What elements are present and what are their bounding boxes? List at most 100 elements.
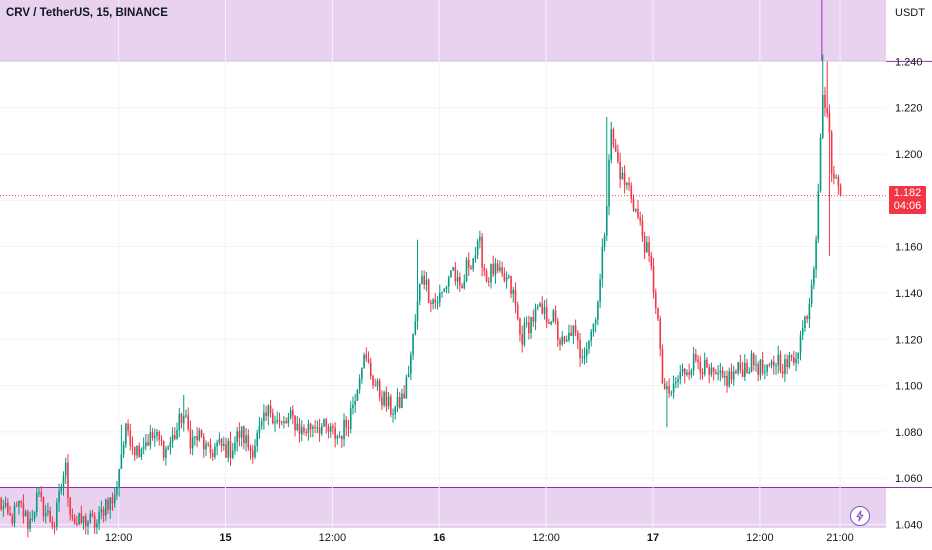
candle-body[interactable] — [534, 307, 537, 322]
candle-body[interactable] — [372, 376, 374, 386]
candle-body[interactable] — [390, 396, 392, 415]
candle-body[interactable] — [294, 415, 296, 430]
candle-body[interactable] — [298, 423, 301, 435]
candle-body[interactable] — [837, 177, 840, 186]
candle-body[interactable] — [772, 361, 775, 366]
candle-body[interactable] — [325, 419, 328, 427]
candle-body[interactable] — [508, 276, 510, 278]
candle-body[interactable] — [191, 437, 194, 449]
candle-body[interactable] — [679, 371, 682, 379]
candle-body[interactable] — [194, 436, 196, 438]
candle-body[interactable] — [91, 513, 94, 516]
candle-body[interactable] — [677, 378, 679, 382]
candle-body[interactable] — [64, 462, 67, 476]
candle-body[interactable] — [40, 492, 43, 497]
candle-body[interactable] — [485, 270, 488, 282]
candle-body[interactable] — [349, 408, 352, 429]
candle-body[interactable] — [243, 426, 245, 444]
candle-body[interactable] — [254, 445, 256, 458]
candle-body[interactable] — [20, 500, 22, 503]
candle-body[interactable] — [378, 380, 381, 397]
candle-body[interactable] — [528, 322, 530, 334]
candle-body[interactable] — [38, 492, 40, 494]
candle-body[interactable] — [574, 325, 577, 333]
candle-body[interactable] — [454, 267, 457, 282]
candle-body[interactable] — [305, 432, 308, 434]
candle-body[interactable] — [207, 443, 210, 445]
candle-body[interactable] — [218, 439, 221, 443]
candle-body[interactable] — [761, 359, 764, 373]
candle-body[interactable] — [249, 447, 252, 451]
candle-body[interactable] — [712, 367, 715, 373]
candle-body[interactable] — [67, 462, 69, 499]
candle-body[interactable] — [510, 276, 512, 294]
candle-body[interactable] — [180, 413, 183, 424]
candle-body[interactable] — [31, 518, 34, 520]
candle-body[interactable] — [759, 359, 762, 376]
candle-body[interactable] — [381, 396, 383, 406]
candle-body[interactable] — [505, 277, 508, 281]
candle-body[interactable] — [316, 427, 319, 429]
candle-body[interactable] — [111, 497, 114, 504]
candle-body[interactable] — [550, 321, 552, 324]
candle-body[interactable] — [358, 378, 361, 390]
candle-body[interactable] — [142, 446, 145, 449]
candle-body[interactable] — [788, 355, 791, 368]
candle-body[interactable] — [394, 407, 397, 414]
candle-body[interactable] — [752, 353, 755, 366]
candle-body[interactable] — [229, 440, 232, 458]
candle-body[interactable] — [443, 289, 446, 292]
candle-body[interactable] — [138, 445, 141, 457]
candle-body[interactable] — [341, 435, 343, 440]
candle-body[interactable] — [717, 372, 719, 375]
candle-body[interactable] — [819, 137, 822, 192]
candle-body[interactable] — [332, 426, 334, 428]
candle-body[interactable] — [768, 364, 771, 366]
candle-body[interactable] — [122, 444, 125, 455]
candle-body[interactable] — [198, 430, 201, 441]
candle-body[interactable] — [13, 505, 16, 524]
candle-body[interactable] — [231, 450, 234, 458]
candle-body[interactable] — [626, 182, 628, 185]
candle-body[interactable] — [552, 310, 555, 322]
candle-body[interactable] — [797, 352, 800, 359]
candle-body[interactable] — [407, 373, 410, 378]
candle-body[interactable] — [158, 431, 161, 440]
candle-body[interactable] — [412, 333, 414, 355]
candle-body[interactable] — [401, 393, 403, 408]
candle-body[interactable] — [369, 362, 372, 377]
candle-body[interactable] — [737, 362, 739, 374]
candle-body[interactable] — [120, 454, 123, 470]
candle-body[interactable] — [735, 371, 737, 374]
candle-body[interactable] — [73, 518, 76, 524]
candle-body[interactable] — [24, 511, 27, 517]
candle-body[interactable] — [263, 412, 265, 422]
candle-body[interactable] — [196, 436, 198, 441]
candle-body[interactable] — [634, 208, 637, 211]
candle-body[interactable] — [545, 307, 548, 323]
candle-body[interactable] — [318, 427, 321, 434]
candle-body[interactable] — [623, 172, 626, 185]
candle-body[interactable] — [211, 452, 214, 457]
candle-body[interactable] — [795, 358, 797, 364]
candle-body[interactable] — [300, 427, 303, 435]
candle-body[interactable] — [118, 469, 120, 488]
candle-body[interactable] — [601, 246, 604, 280]
candle-body[interactable] — [363, 354, 365, 368]
candle-body[interactable] — [4, 502, 7, 507]
candle-body[interactable] — [27, 511, 29, 529]
candle-body[interactable] — [764, 371, 766, 373]
candle-body[interactable] — [276, 420, 279, 422]
candle-body[interactable] — [630, 185, 633, 199]
candle-body[interactable] — [750, 353, 753, 372]
candle-body[interactable] — [503, 273, 506, 281]
candle-body[interactable] — [29, 518, 31, 529]
candle-body[interactable] — [666, 386, 668, 390]
candle-body[interactable] — [565, 340, 568, 342]
candle-body[interactable] — [703, 359, 706, 375]
candle-body[interactable] — [287, 417, 290, 424]
candle-body[interactable] — [548, 322, 550, 324]
candle-body[interactable] — [245, 435, 247, 444]
candle-body[interactable] — [815, 239, 817, 270]
candle-body[interactable] — [80, 513, 83, 523]
